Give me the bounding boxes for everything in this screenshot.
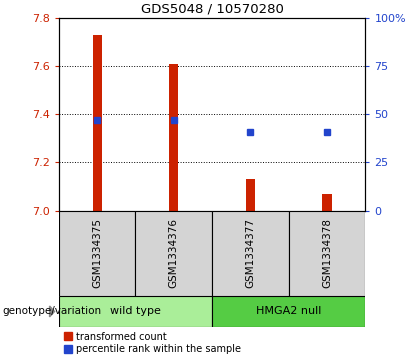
Bar: [59, 296, 212, 327]
Legend: transformed count, percentile rank within the sample: transformed count, percentile rank withi…: [64, 331, 241, 355]
Text: wild type: wild type: [110, 306, 161, 316]
Bar: [169, 64, 178, 211]
Bar: [212, 211, 289, 296]
Text: GSM1334378: GSM1334378: [322, 218, 332, 288]
Text: GSM1334375: GSM1334375: [92, 218, 102, 288]
Bar: [212, 296, 365, 327]
Bar: [289, 211, 365, 296]
Text: genotype/variation: genotype/variation: [2, 306, 101, 317]
Bar: [323, 194, 332, 211]
Bar: [92, 35, 102, 211]
Text: GSM1334376: GSM1334376: [169, 218, 179, 288]
Text: GSM1334377: GSM1334377: [245, 218, 255, 288]
Bar: [59, 211, 135, 296]
Bar: [135, 211, 212, 296]
Polygon shape: [50, 306, 55, 317]
Text: HMGA2 null: HMGA2 null: [256, 306, 321, 316]
Title: GDS5048 / 10570280: GDS5048 / 10570280: [141, 3, 284, 16]
Bar: [246, 179, 255, 211]
